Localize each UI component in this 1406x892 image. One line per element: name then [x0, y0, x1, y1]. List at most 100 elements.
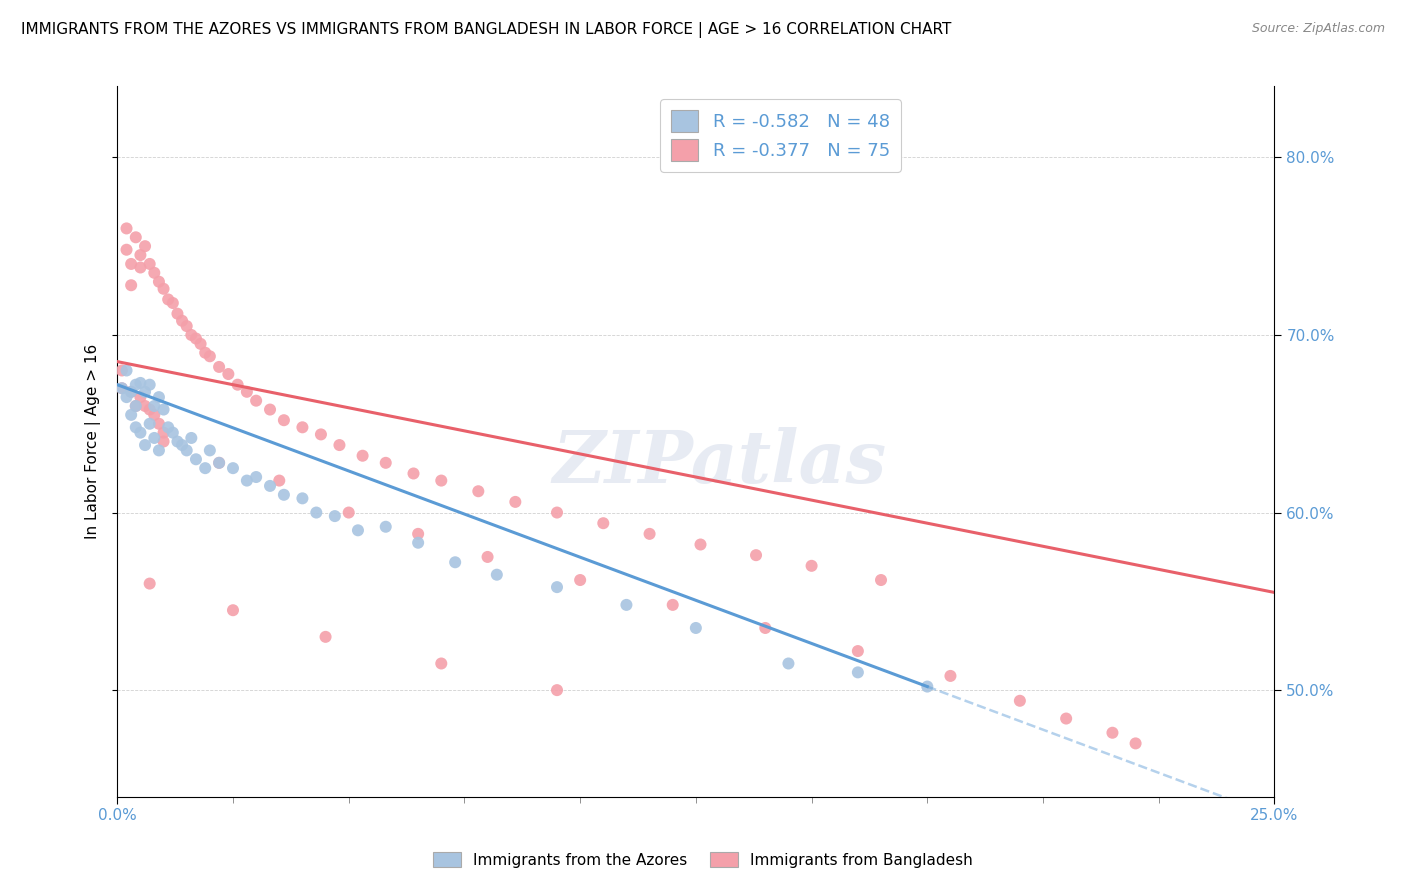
Point: [120, 257, 142, 271]
Point: [125, 420, 148, 434]
Point: [180, 431, 202, 445]
Point: [180, 328, 202, 343]
Point: [347, 524, 370, 538]
Point: [217, 367, 239, 381]
Point: [176, 443, 198, 458]
Point: [208, 456, 231, 470]
Point: [430, 474, 453, 488]
Point: [115, 363, 138, 377]
Point: [546, 683, 568, 698]
Point: [157, 293, 180, 307]
Point: [800, 558, 823, 573]
Point: [111, 363, 134, 377]
Point: [138, 377, 160, 392]
Point: [236, 474, 259, 488]
Point: [134, 384, 156, 399]
Point: [134, 239, 156, 253]
Point: [176, 319, 198, 334]
Point: [309, 427, 332, 442]
Point: [208, 359, 231, 374]
Text: ZIPatlas: ZIPatlas: [553, 427, 886, 499]
Point: [402, 467, 425, 481]
Point: [778, 657, 800, 671]
Point: [1008, 694, 1031, 708]
Point: [194, 461, 217, 475]
Point: [125, 377, 148, 392]
Point: [148, 443, 170, 458]
Point: [269, 474, 291, 488]
Point: [273, 488, 295, 502]
Point: [592, 516, 614, 531]
Point: [115, 243, 138, 257]
Point: [152, 282, 174, 296]
Point: [1125, 736, 1147, 750]
Point: [222, 461, 245, 475]
Point: [337, 506, 360, 520]
Point: [477, 549, 499, 564]
Point: [111, 381, 134, 395]
Point: [129, 425, 152, 440]
Point: [198, 349, 221, 363]
Legend: Immigrants from the Azores, Immigrants from Bangladesh: Immigrants from the Azores, Immigrants f…: [427, 846, 979, 873]
Point: [152, 425, 174, 440]
Point: [939, 669, 962, 683]
Point: [129, 376, 152, 390]
Point: [1054, 712, 1077, 726]
Point: [273, 413, 295, 427]
Point: [569, 573, 592, 587]
Point: [291, 491, 314, 506]
Point: [374, 456, 396, 470]
Point: [148, 390, 170, 404]
Point: [870, 573, 893, 587]
Point: [754, 621, 776, 635]
Point: [143, 399, 166, 413]
Point: [846, 665, 869, 680]
Point: [143, 431, 166, 445]
Point: [120, 384, 142, 399]
Point: [198, 443, 221, 458]
Point: [190, 336, 212, 351]
Point: [166, 434, 188, 449]
Point: [166, 307, 188, 321]
Point: [917, 680, 939, 694]
Point: [685, 621, 707, 635]
Point: [148, 417, 170, 431]
Point: [374, 520, 396, 534]
Point: [315, 630, 337, 644]
Point: [120, 278, 142, 293]
Point: [184, 452, 207, 467]
Point: [138, 402, 160, 417]
Point: [226, 377, 249, 392]
Point: [689, 537, 711, 551]
Point: [222, 603, 245, 617]
Point: [129, 390, 152, 404]
Point: [148, 275, 170, 289]
Point: [125, 230, 148, 244]
Point: [638, 526, 661, 541]
Point: [115, 221, 138, 235]
Point: [162, 296, 184, 310]
Point: [305, 506, 328, 520]
Point: [138, 576, 160, 591]
Point: [467, 484, 489, 499]
Point: [505, 495, 527, 509]
Point: [352, 449, 374, 463]
Point: [125, 399, 148, 413]
Legend: R = -0.582   N = 48, R = -0.377   N = 75: R = -0.582 N = 48, R = -0.377 N = 75: [661, 99, 901, 172]
Point: [143, 408, 166, 422]
Text: IMMIGRANTS FROM THE AZORES VS IMMIGRANTS FROM BANGLADESH IN LABOR FORCE | AGE > : IMMIGRANTS FROM THE AZORES VS IMMIGRANTS…: [21, 22, 952, 38]
Point: [115, 390, 138, 404]
Point: [259, 479, 281, 493]
Point: [138, 257, 160, 271]
Y-axis label: In Labor Force | Age > 16: In Labor Force | Age > 16: [86, 344, 101, 539]
Point: [125, 399, 148, 413]
Point: [846, 644, 869, 658]
Point: [406, 526, 429, 541]
Point: [485, 567, 508, 582]
Point: [546, 506, 568, 520]
Point: [170, 314, 193, 328]
Point: [129, 248, 152, 262]
Point: [245, 393, 267, 408]
Point: [616, 598, 638, 612]
Point: [661, 598, 683, 612]
